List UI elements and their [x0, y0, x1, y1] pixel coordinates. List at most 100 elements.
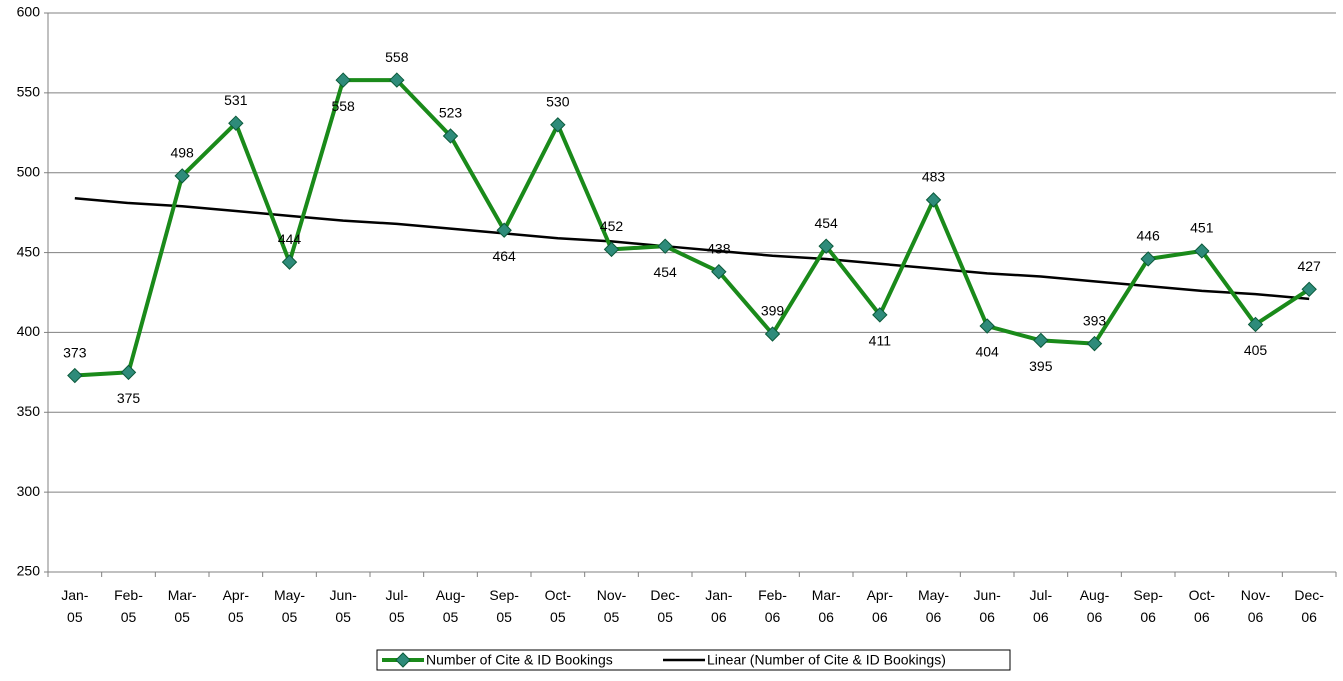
x-tick-label: Aug- 06 [1080, 587, 1110, 625]
data-label: 483 [922, 169, 946, 185]
data-label: 438 [707, 240, 731, 256]
x-tick-label-line: Feb- [758, 587, 787, 603]
x-tick-label-line: 05 [335, 609, 351, 625]
data-label: 498 [170, 145, 194, 161]
x-tick-label-line: 06 [1194, 609, 1210, 625]
marker [1194, 243, 1210, 259]
x-tick-label: May- 06 [918, 587, 949, 625]
x-tick-label: Sep- 05 [489, 587, 519, 625]
x-tick-label-line: Jun- [330, 587, 358, 603]
trend-line [74, 197, 1310, 301]
y-tick-label: 250 [17, 563, 41, 579]
x-tick-label-line: 05 [174, 609, 190, 625]
x-tick-label-line: 05 [121, 609, 137, 625]
x-tick-label: Apr- 06 [867, 587, 894, 625]
x-tick-label-line: Sep- [1133, 587, 1163, 603]
data-label: 558 [331, 98, 355, 114]
x-tick-label-line: Aug- [436, 587, 466, 603]
marker [550, 117, 566, 133]
marker [872, 307, 888, 323]
x-tick-label: Jan- 06 [705, 587, 733, 625]
marker [1301, 281, 1317, 298]
x-tick-label-line: Jul- [386, 587, 409, 603]
y-tick-label: 450 [17, 243, 41, 259]
x-tick-label-line: 05 [496, 609, 512, 625]
y-tick-label: 500 [17, 163, 41, 179]
x-tick-label: Mar- 06 [812, 587, 841, 625]
x-tick-label-line: May- [918, 587, 949, 603]
x-tick-label-line: 06 [1248, 609, 1264, 625]
marker [764, 326, 781, 342]
x-tick-label-line: Jan- [61, 587, 89, 603]
x-tick-label-line: Oct- [1189, 587, 1216, 603]
x-tick-label-line: 06 [926, 609, 942, 625]
marker [1140, 251, 1156, 267]
x-tick-label: Jun- 06 [974, 587, 1002, 625]
x-tick-label-line: Feb- [114, 587, 143, 603]
x-tick-label-line: Dec- [1294, 587, 1324, 603]
x-tick-label-line: Apr- [867, 587, 894, 603]
x-tick-label-line: 06 [1033, 609, 1049, 625]
x-tick-label: Jul- 06 [1030, 587, 1053, 625]
marker [335, 72, 351, 88]
data-label: 399 [761, 303, 785, 319]
x-tick-label-line: 05 [389, 609, 405, 625]
y-tick-label: 400 [17, 323, 41, 339]
x-tick-label-line: 05 [67, 609, 83, 625]
data-label: 395 [1029, 358, 1053, 374]
x-tick-label-line: Aug- [1080, 587, 1110, 603]
x-tick-label-line: 06 [979, 609, 995, 625]
x-tick-label-line: 06 [711, 609, 727, 625]
data-label: 558 [385, 49, 409, 65]
y-tick-label: 350 [17, 403, 41, 419]
data-label: 373 [63, 344, 87, 360]
marker [1086, 335, 1103, 352]
x-tick-label-line: Dec- [650, 587, 680, 603]
legend-label: Number of Cite & ID Bookings [426, 652, 613, 668]
x-tick-label: May- 05 [274, 587, 305, 625]
data-label: 446 [1136, 228, 1160, 244]
data-label: 454 [653, 264, 677, 280]
marker [925, 192, 942, 208]
x-tick-label-line: Mar- [168, 587, 197, 603]
data-label: 452 [600, 218, 624, 234]
x-tick-label-line: Jul- [1030, 587, 1053, 603]
data-label: 427 [1297, 258, 1321, 274]
marker [979, 318, 995, 334]
x-tick-label: Nov- 06 [1241, 587, 1271, 625]
x-tick-label-line: Nov- [597, 587, 627, 603]
x-tick-label-line: 06 [1087, 609, 1103, 625]
legend-label: Linear (Number of Cite & ID Bookings) [707, 652, 946, 668]
marker [657, 238, 673, 254]
x-tick-label-line: Sep- [489, 587, 519, 603]
x-tick-label-line: 06 [1140, 609, 1156, 625]
x-tick-label: Feb- 06 [758, 587, 787, 625]
x-tick-label-line: May- [274, 587, 305, 603]
data-label: 393 [1083, 312, 1107, 328]
x-tick-label-line: 05 [550, 609, 566, 625]
data-label: 454 [814, 215, 838, 231]
x-tick-label: Dec- 06 [1294, 587, 1324, 625]
marker [120, 364, 137, 381]
x-tick-label: Aug- 05 [436, 587, 466, 625]
x-tick-label-line: Oct- [545, 587, 572, 603]
data-label: 531 [224, 92, 248, 108]
marker [603, 241, 620, 258]
x-tick-label: Apr- 05 [223, 587, 250, 625]
marker [67, 367, 83, 384]
x-tick-label: Sep- 06 [1133, 587, 1163, 625]
marker [818, 238, 834, 254]
x-tick-label: Jun- 05 [330, 587, 358, 625]
x-tick-label: Dec- 05 [650, 587, 680, 625]
x-tick-label: Feb- 05 [114, 587, 143, 625]
data-label: 451 [1190, 220, 1214, 236]
y-tick-label: 550 [17, 84, 41, 100]
x-tick-label-line: 06 [765, 609, 781, 625]
marker [1033, 332, 1049, 349]
x-tick-label-line: Jan- [705, 587, 733, 603]
x-tick-label-line: 06 [872, 609, 888, 625]
y-tick-label: 300 [17, 483, 41, 499]
marker [228, 115, 244, 131]
